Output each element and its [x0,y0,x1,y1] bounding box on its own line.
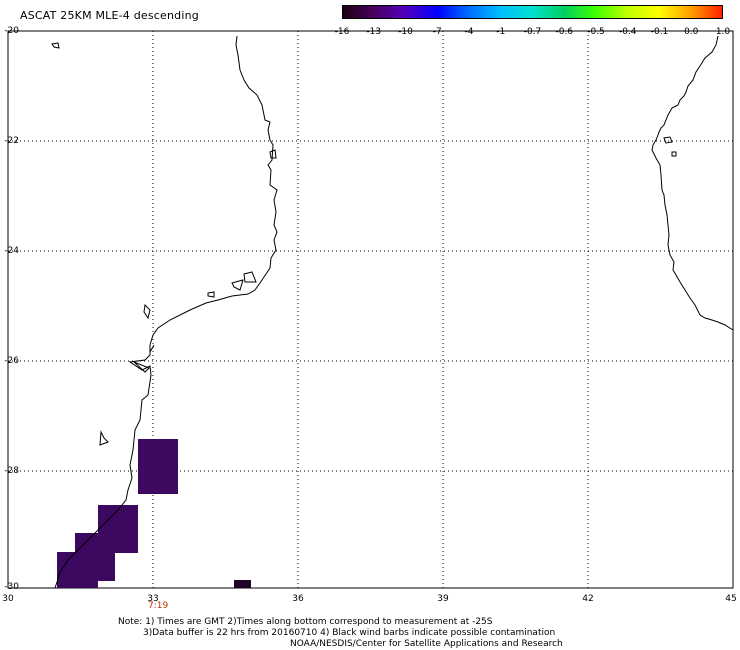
lon-label-33: 33 [147,594,159,604]
data-cell-dark [234,580,251,588]
lon-label-42: 42 [582,594,594,604]
coastline [51,35,734,589]
color-scale-label: -7 [432,27,442,37]
map-frame [7,30,734,589]
color-scale-label: -1 [496,27,506,37]
color-scale-label: -10 [398,27,413,37]
color-scale-label: 1.0 [715,27,731,37]
lat-label-22: -22 [4,136,19,146]
color-scale-label: -13 [366,27,382,37]
color-scale-label: -0.4 [618,27,637,37]
lat-label-30: -30 [4,582,19,592]
color-scale-bar [342,5,723,19]
lat-label-24: -24 [4,246,19,256]
lon-label-30: 30 [2,594,14,604]
color-scale-label: -0.5 [587,27,605,37]
color-scale-label: -16 [334,27,350,37]
lat-label-28: -28 [4,466,19,476]
map-title: ASCAT 25KM MLE-4 descending [20,9,199,22]
lat-label-20: -20 [4,26,19,36]
lat-label-26: -26 [4,356,19,366]
note-line-1: Note: 1) Times are GMT 2)Times along bot… [118,617,493,627]
color-scale-label: 0.0 [684,27,699,37]
color-scale-label: -0.6 [555,27,574,37]
time-label: 7:19 [148,601,169,611]
color-scale-label: -4 [464,27,474,37]
scatterometer-cells [57,439,251,588]
lon-label-45: 45 [725,594,737,604]
note-line-2: 3)Data buffer is 22 hrs from 20160710 4)… [143,628,556,638]
lon-label-39: 39 [437,594,449,604]
map-grid [8,31,733,588]
data-cell [57,552,98,588]
color-scale-label: -0.1 [650,27,669,37]
lon-label-36: 36 [292,594,304,604]
note-line-3: NOAA/NESDIS/Center for Satellite Applica… [290,639,563,649]
color-scale-label: -0.7 [523,27,542,37]
data-cell [138,439,178,494]
